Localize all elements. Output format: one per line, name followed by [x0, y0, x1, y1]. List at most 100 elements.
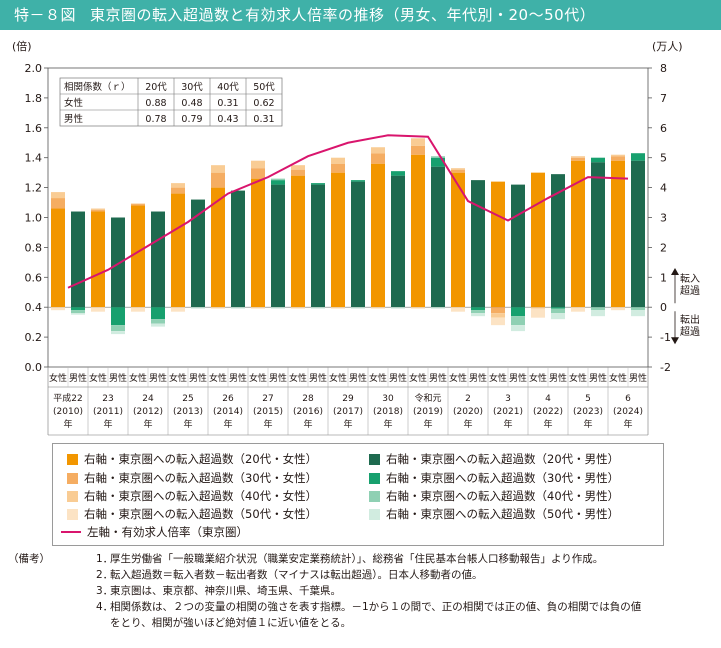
- legend-label: 左軸・有効求人倍率（東京圏）: [87, 525, 248, 539]
- x-tick-label-year-western: (2019): [413, 407, 443, 417]
- bar-male-1: [631, 153, 645, 161]
- bar-female-1: [451, 169, 465, 173]
- x-tick-label-male: 男性: [469, 372, 487, 384]
- x-tick-label-female: 女性: [409, 372, 427, 384]
- right-axis-tick-label: 1: [660, 271, 667, 284]
- legend-swatch: [67, 472, 78, 484]
- x-tick-label-year-era: 5: [585, 394, 591, 404]
- x-tick-label-year-suffix: 年: [303, 418, 312, 430]
- bar-female-1: [251, 168, 265, 179]
- note-text-continued: をとり、相関が強いほど絶対値１に近い値をとる。: [110, 617, 352, 629]
- right-axis-tick-label: 7: [660, 92, 667, 105]
- bar-female-1: [211, 172, 225, 188]
- bar-male-2: [431, 156, 445, 158]
- legend-item-line: 左軸・有効求人倍率（東京圏）: [61, 523, 248, 541]
- bar-male-0: [591, 162, 605, 308]
- left-axis-tick-label: 0.6: [25, 271, 43, 284]
- bar-female-0: [131, 205, 145, 308]
- right-axis-title: (万人): [652, 40, 683, 53]
- x-tick-label-male: 男性: [189, 372, 207, 384]
- legend-swatch: [67, 453, 78, 465]
- bar-female-1: [491, 307, 505, 314]
- bar-female-0: [411, 154, 425, 308]
- bar-male-3: [151, 323, 165, 327]
- bar-female-2: [531, 307, 545, 309]
- x-tick-label-female: 女性: [249, 372, 267, 384]
- bar-female-0: [51, 208, 65, 308]
- x-tick-label-female: 女性: [329, 372, 347, 384]
- x-tick-label-year-suffix: 年: [183, 418, 192, 430]
- bar-female-2: [491, 313, 505, 318]
- x-tick-label-year-era: 29: [342, 394, 354, 404]
- x-tick-label-male: 男性: [109, 372, 127, 384]
- x-tick-label-female: 女性: [369, 372, 387, 384]
- bar-male-2: [111, 325, 125, 332]
- correlation-table-cell: 0.79: [181, 114, 202, 125]
- note-row: （備考） 1． 厚生労働省「一般職業紹介状況（職業安定業務統計）」、総務省「住民…: [8, 551, 714, 567]
- bar-female-0: [451, 172, 465, 308]
- bar-female-3: [251, 307, 265, 309]
- bar-female-0: [331, 172, 345, 308]
- bar-female-3: [51, 307, 65, 311]
- bar-female-3: [331, 307, 345, 309]
- x-tick-label-male: 男性: [229, 372, 247, 384]
- bar-female-3: [131, 307, 145, 312]
- legend-swatch: [67, 490, 78, 502]
- note-number: 4．: [96, 601, 114, 613]
- left-axis-tick-label: 1.0: [25, 212, 43, 225]
- bar-male-1: [151, 307, 165, 320]
- legend-swatch: [369, 490, 380, 502]
- x-tick-label-year-western: (2011): [93, 407, 123, 417]
- bar-male-2: [151, 319, 165, 324]
- notes-label: （備考）: [8, 553, 50, 565]
- figure-number: 特－８図: [14, 6, 77, 24]
- x-tick-label-male: 男性: [269, 372, 287, 384]
- left-axis-title: (倍): [12, 39, 32, 53]
- x-tick-label-year-era: 25: [182, 394, 193, 404]
- x-tick-label-year-era: 6: [625, 394, 631, 404]
- right-axis-tick-label: 2: [660, 241, 667, 254]
- bar-female-1: [411, 145, 425, 155]
- legend-item-f20: 右軸・東京圏への転入超過数（20代・女性）: [67, 450, 317, 468]
- x-tick-label-male: 男性: [309, 372, 327, 384]
- x-tick-label-female: 女性: [489, 372, 507, 384]
- chart-area: 0.0 0.2 0.4 0.6 0.8 1.0 1.2 1.4 1.6 1.8 2.0 (倍) -2 -1…: [12, 39, 700, 436]
- correlation-table-cell: 0.88: [145, 98, 166, 109]
- note-number: 1．: [96, 553, 114, 565]
- legend-label: 右軸・東京圏への転入超過数（40代・男性）: [386, 489, 620, 503]
- x-tick-label-year-western: (2010): [53, 407, 83, 417]
- line-series-job-ratio: [67, 134, 629, 289]
- x-tick-label-year-western: (2024): [613, 407, 643, 417]
- note-row: 4． 相関係数は、２つの変量の相関の強さを表す指標。－1から１の間で、正の相関で…: [8, 599, 714, 631]
- bar-male-0: [111, 217, 125, 308]
- correlation-table-header: 50代: [253, 82, 275, 93]
- bar-female-2: [91, 208, 105, 211]
- correlation-table: [59, 77, 283, 127]
- bar-male-0: [511, 184, 525, 308]
- bar-female-0: [291, 175, 305, 308]
- x-tick-label-year-suffix: 年: [103, 418, 112, 430]
- bar-female-2: [331, 157, 345, 164]
- x-tick-label-year-western: (2014): [213, 407, 243, 417]
- x-tick-label-female: 女性: [49, 372, 67, 384]
- note-text: 相関係数は、２つの変量の相関の強さを表す指標。－1から１の間で、正の相関では正の…: [110, 601, 642, 613]
- bar-female-2: [291, 165, 305, 170]
- correlation-table-cell: 0.78: [145, 114, 166, 125]
- bar-female-2: [211, 165, 225, 173]
- bar-male-2: [511, 316, 525, 326]
- x-tick-label-year-western: (2015): [253, 407, 283, 417]
- correlation-table-header: 20代: [145, 82, 167, 93]
- bar-male-0: [551, 174, 565, 308]
- right-axis-tick-label: 5: [660, 152, 667, 165]
- x-tick-label-year-era: 平成22: [53, 392, 82, 404]
- bar-male-2: [471, 310, 485, 314]
- bar-female-1: [371, 153, 385, 164]
- correlation-table-cell: 0.62: [253, 98, 274, 109]
- legend-swatch: [67, 508, 78, 520]
- x-tick-label-year-suffix: 年: [463, 418, 472, 430]
- bar-male-3: [391, 307, 405, 309]
- figure-title: 特－８図 東京圏の転入超過数と有効求人倍率の推移（男女、年代別・20～50代）: [0, 0, 721, 30]
- x-tick-label-year-western: (2023): [573, 407, 603, 417]
- bar-female-3: [171, 307, 185, 312]
- bar-female-0: [491, 181, 505, 308]
